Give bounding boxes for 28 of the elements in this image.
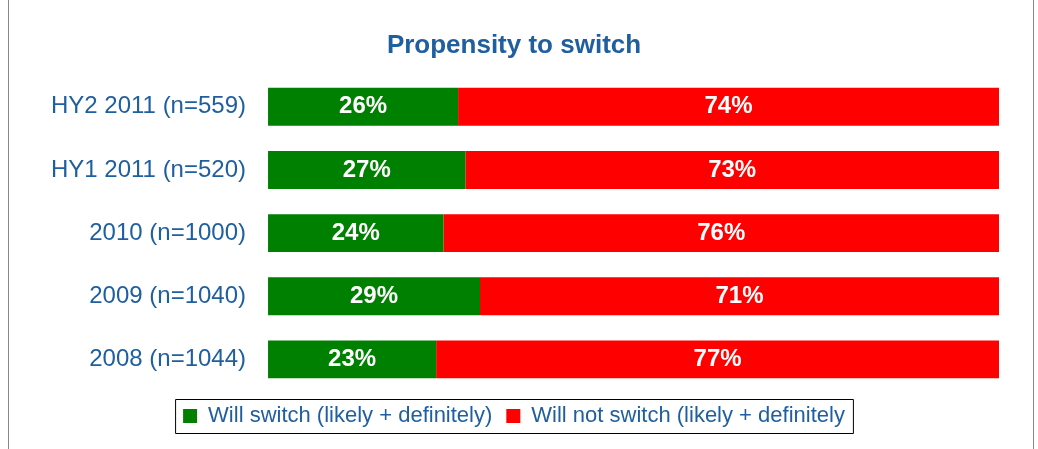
y-tick-label: 2008 (n=1044)	[89, 344, 247, 372]
data-label: 77%	[693, 344, 742, 372]
bar	[268, 150, 466, 189]
data-label: 74%	[704, 91, 753, 119]
data-label: 73%	[708, 154, 757, 182]
legend-label: Will not switch (likely + definitely	[531, 402, 845, 428]
bar	[458, 87, 999, 126]
data-label: 27%	[342, 154, 391, 182]
bar	[480, 277, 999, 316]
y-tick-label: HY1 2011 (n=520)	[50, 154, 247, 182]
data-label: 26%	[339, 91, 388, 119]
data-label: 23%	[328, 344, 377, 372]
data-label: 71%	[715, 280, 764, 308]
bar	[443, 214, 999, 253]
legend-label: Will switch (likely + definitely)	[208, 402, 493, 428]
bar	[268, 87, 459, 126]
bar	[465, 150, 999, 189]
y-tick-label: HY2 2011 (n=559)	[50, 91, 247, 119]
y-tick-label: 2010 (n=1000)	[89, 217, 247, 245]
data-label: 29%	[349, 280, 399, 308]
bar	[436, 340, 999, 379]
data-label: 24%	[331, 217, 380, 245]
bar	[268, 340, 437, 379]
chart-title: Propensity to switch	[386, 28, 642, 59]
data-label: 76%	[697, 217, 746, 245]
bar	[268, 214, 444, 253]
bar	[268, 277, 481, 316]
y-tick-label: 2009 (n=1040)	[89, 280, 247, 308]
